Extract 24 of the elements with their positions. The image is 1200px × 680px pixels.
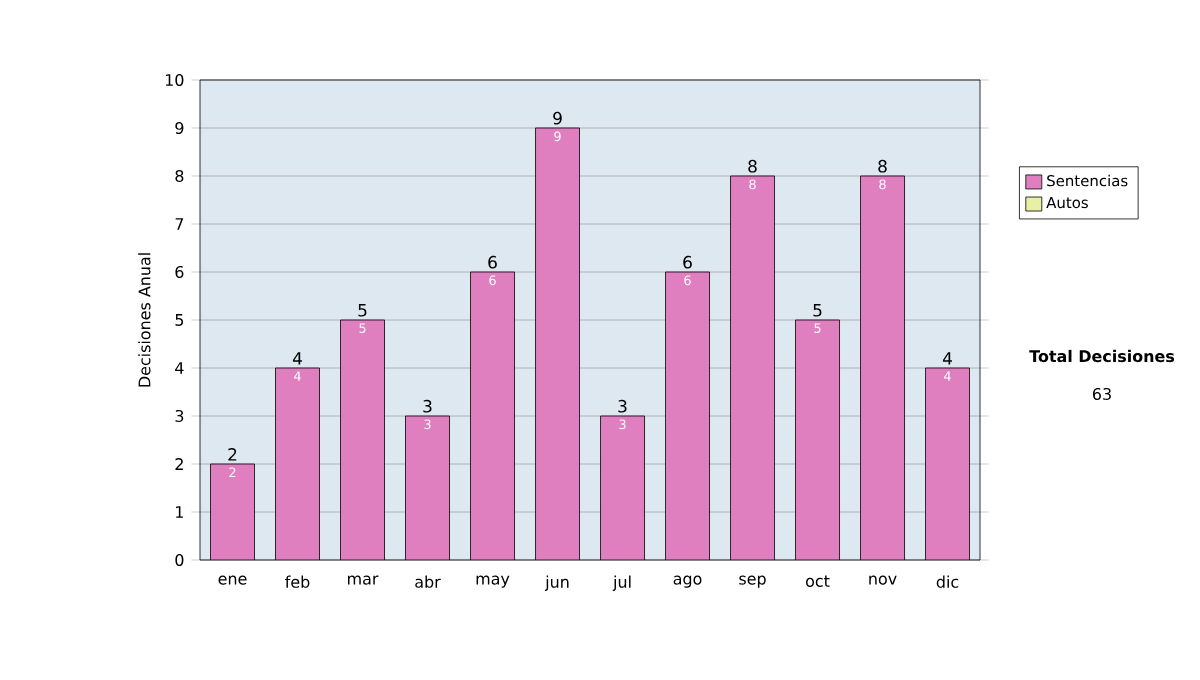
bar — [795, 320, 840, 560]
bar — [730, 175, 775, 560]
total-label: 5 — [813, 304, 822, 317]
total-label: 8 — [748, 159, 757, 173]
bar — [860, 175, 905, 560]
total-label: 3 — [423, 399, 432, 413]
bar — [340, 320, 385, 560]
bar — [275, 368, 320, 560]
bar — [470, 272, 515, 560]
total-label: 8 — [878, 159, 887, 173]
total-label: 6 — [488, 255, 497, 269]
total-label: 9 — [553, 111, 562, 125]
bar — [210, 464, 255, 560]
total-label: 3 — [618, 399, 627, 413]
total-label: 4 — [942, 352, 952, 365]
total-label: 5 — [358, 304, 367, 317]
total-label: 4 — [292, 352, 302, 365]
bar — [405, 416, 450, 560]
total-label: 2 — [228, 448, 237, 461]
bar — [925, 367, 970, 560]
total-label: 6 — [683, 255, 692, 269]
bar — [665, 272, 710, 560]
bar — [535, 127, 580, 560]
bar — [600, 416, 645, 560]
